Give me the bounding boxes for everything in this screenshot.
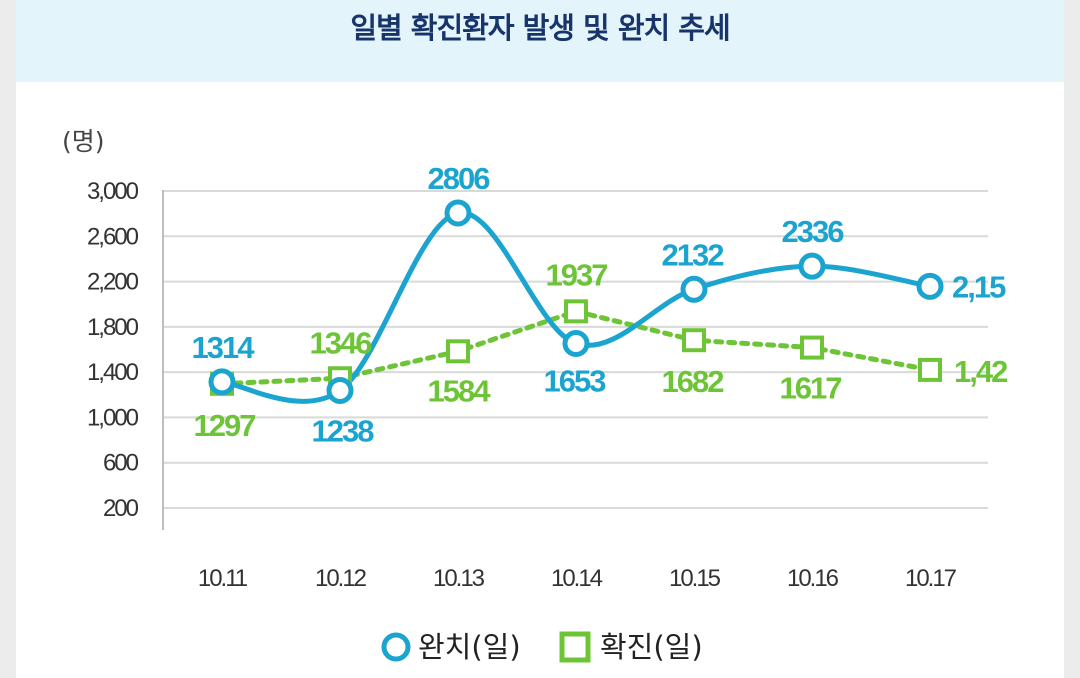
y-axis-ticks: 3,000 2,600 2,200 1,800 1,400 1,000 600 200 (87, 178, 141, 522)
confirmed-point-marker (682, 328, 706, 353)
recovered-point-marker (916, 272, 944, 300)
x-axis-ticks: 10.11 10.12 10.13 10.14 10.15 10.16 10.17 (198, 565, 959, 592)
x-tick-label: 10.15 (669, 565, 721, 592)
y-tick-label: 2,200 (87, 269, 139, 296)
recovered-point-marker (208, 368, 236, 396)
recovered-data-label: 2806 (428, 161, 491, 196)
gridlines (163, 190, 988, 509)
title-band (16, 0, 1064, 82)
x-tick-label: 10.17 (905, 565, 957, 592)
recovered-data-label: 2336 (782, 214, 845, 249)
confirmed-point-marker (918, 357, 942, 382)
recovered-point-marker (326, 376, 354, 404)
legend-recovered-label: 완치(일) (418, 630, 521, 664)
y-tick-label: 2,600 (87, 223, 139, 250)
confirmed-data-label: 1,42 (954, 354, 1007, 389)
recovered-point-marker (680, 275, 708, 303)
legend-confirmed-label: 확진(일) (600, 630, 703, 664)
recovered-point-marker (798, 252, 826, 280)
y-tick-label: 600 (103, 450, 139, 477)
chart-title: 일별 확진환자 발생 및 완치 추세 (350, 11, 729, 45)
recovered-data-label: 1653 (544, 363, 607, 398)
confirmed-point-marker (446, 339, 470, 364)
recovered-data-label: 1314 (192, 330, 256, 365)
y-tick-label: 200 (103, 495, 139, 522)
confirmed-data-label: 1297 (194, 408, 256, 443)
x-tick-label: 10.16 (787, 565, 839, 592)
recovered-data-label: 2132 (662, 237, 724, 272)
x-tick-label: 10.14 (551, 565, 603, 592)
y-tick-label: 1,400 (87, 359, 139, 386)
recovered-point-marker (562, 329, 590, 357)
legend-recovered-marker (381, 632, 411, 662)
confirmed-point-marker (800, 335, 824, 360)
confirmed-data-label: 1617 (780, 371, 842, 406)
confirmed-data-label: 1584 (428, 373, 492, 408)
y-tick-label: 1,800 (87, 314, 139, 341)
recovered-data-label: 2,15 (952, 269, 1006, 304)
data-labels: 1314 1238 2806 1653 2132 2336 2,15 1297 1346 1584… (192, 161, 1010, 449)
legend: 완치(일) 확진(일) (381, 630, 703, 664)
confirmed-point-marker (564, 299, 588, 324)
x-tick-label: 10.11 (198, 565, 248, 592)
confirmed-data-label: 1682 (662, 364, 724, 399)
confirmed-data-label: 1346 (310, 325, 373, 360)
chart-panel (16, 0, 1064, 678)
x-tick-label: 10.12 (315, 565, 367, 592)
legend-confirmed-marker (559, 631, 591, 663)
recovered-data-label: 1238 (312, 413, 375, 448)
y-tick-label: 3,000 (87, 178, 139, 205)
y-tick-label: 1,000 (87, 404, 139, 431)
series-layer (208, 199, 944, 404)
y-axis-unit-label: (명) (62, 127, 105, 156)
recovered-point-marker (444, 199, 472, 227)
x-tick-label: 10.13 (433, 565, 485, 592)
confirmed-data-label: 1937 (546, 257, 608, 292)
